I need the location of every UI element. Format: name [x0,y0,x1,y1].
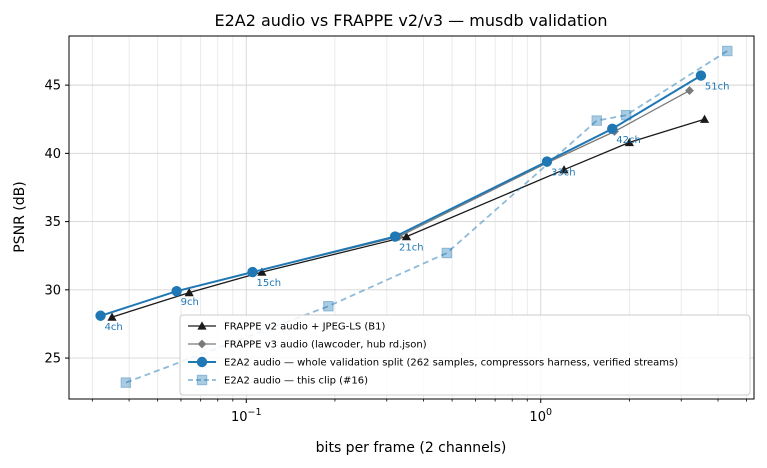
y-axis-label: PSNR (dB) [12,181,28,252]
triangle-marker [184,287,194,297]
y-tick-label: 35 [44,215,61,230]
triangle-marker [257,267,267,276]
circle-marker [171,285,182,297]
circle-marker [695,70,707,81]
legend-label: E2A2 audio — this clip (#16) [224,376,368,387]
x-tick-label-base: 10 [529,410,546,425]
square-marker [441,247,453,259]
x-tick-label-base: 10 [231,410,248,425]
y-tick-label: 30 [44,283,61,298]
channel-annotation: 4ch [105,322,123,333]
annotations: 4ch 9ch 15ch 21ch 33ch 42ch 51ch [105,82,730,333]
channel-annotation: 9ch [181,297,199,308]
y-tick-label: 45 [44,79,61,94]
triangle-marker [401,232,412,241]
channel-annotation: 15ch [257,278,282,289]
square-marker [120,377,132,388]
series-circle [95,70,707,321]
y-tick-label: 40 [44,147,61,162]
square-marker [323,301,334,312]
circle-marker [607,123,618,134]
triangle-marker [624,137,634,147]
x-tick-label-exponent: −1 [248,407,262,418]
channel-annotation: 51ch [705,82,730,93]
chart-title: E2A2 audio vs FRAPPE v2/v3 — musdb valid… [214,11,607,30]
x-tick-label: 10−1 [231,407,262,425]
circle-marker [196,356,208,368]
circle-marker [389,231,401,242]
channel-annotation: 33ch [551,168,576,179]
x-tick-label: 100 [529,407,552,425]
square-marker [196,374,208,386]
circle-marker [247,266,258,278]
triangle-marker [559,165,569,174]
legend: FRAPPE v2 audio + JPEG-LS (B1) FRAPPE v3 … [179,314,751,396]
triangle-marker [699,114,710,123]
legend-label: FRAPPE v3 audio (lawcoder, hub rd.json) [224,340,427,351]
triangle-marker [197,321,207,330]
x-tick-label-exponent: 0 [546,407,552,418]
square-marker [620,109,632,121]
circle-marker [541,156,553,167]
square-marker [722,45,733,57]
triangle-marker [107,312,117,321]
circle-marker [95,310,106,321]
square-marker [591,115,602,126]
plot-frame [68,35,755,400]
channel-annotation: 42ch [616,135,641,146]
legend-label: FRAPPE v2 audio + JPEG-LS (B1) [224,322,385,333]
channel-annotation: 21ch [399,243,424,254]
diamond-marker [685,86,694,95]
series-triangle [107,114,710,321]
diamond-marker [197,339,207,349]
legend-box [179,314,751,396]
x-axis-label: bits per frame (2 channels) [316,440,507,456]
y-tick-label: 25 [44,352,61,367]
legend-label: E2A2 audio — whole validation split (262… [224,358,678,369]
